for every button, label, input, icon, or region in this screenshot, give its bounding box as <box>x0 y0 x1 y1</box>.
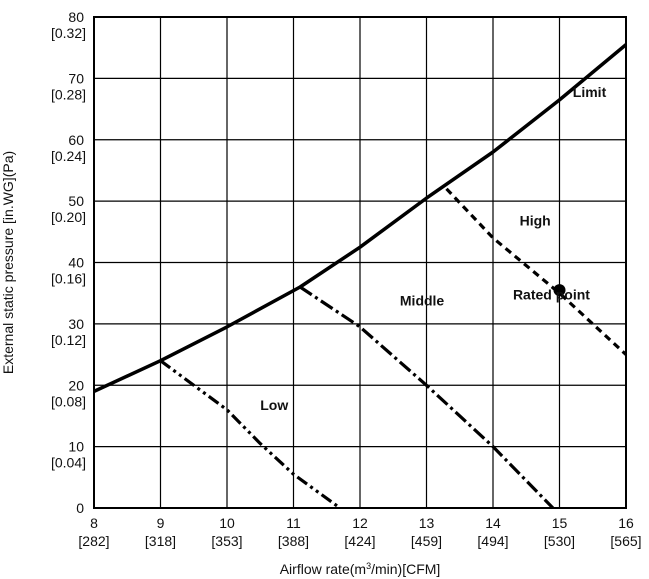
y-tick-labels: 0 10[0.04] 20[0.08] 30[0.12] 40[0.16] 50[0.20… <box>51 9 86 516</box>
x-axis-title-main: Airflow rate(m <box>280 561 366 577</box>
y-tick-sublabel: [0.24] <box>51 148 86 164</box>
label-low: Low <box>260 397 288 413</box>
y-tick-label: 60 <box>68 132 84 148</box>
x-tick-label: 13 <box>419 515 435 531</box>
y-tick-label: 70 <box>68 70 84 86</box>
y-tick-sublabel: [0.12] <box>51 332 86 348</box>
label-high: High <box>520 213 551 229</box>
annotations: Limit High Rated point Middle Low <box>260 84 606 413</box>
grid <box>93 16 627 509</box>
x-tick-label: 12 <box>352 515 368 531</box>
y-tick-label: 40 <box>68 255 84 271</box>
x-tick-sublabel: [494] <box>477 533 508 549</box>
series-high-line <box>445 187 628 356</box>
x-axis-title: Airflow rate(m3/min)[CFM] <box>280 561 441 577</box>
x-tick-label: 14 <box>485 515 501 531</box>
label-limit: Limit <box>573 84 607 100</box>
label-rated-point: Rated point <box>513 286 590 302</box>
label-middle: Middle <box>400 292 445 308</box>
x-tick-sublabel: [424] <box>344 533 375 549</box>
rated-point-marker <box>553 284 566 297</box>
y-tick-label: 10 <box>68 439 84 455</box>
y-tick-sublabel: [0.08] <box>51 393 86 409</box>
series-middle-line <box>299 285 555 510</box>
x-tick-label: 10 <box>219 515 235 531</box>
y-tick-sublabel: [0.20] <box>51 209 86 225</box>
series-layer <box>93 43 628 510</box>
y-tick-label: 20 <box>68 377 84 393</box>
y-tick-label: 50 <box>68 193 84 209</box>
series-low-line <box>159 359 341 510</box>
x-tick-sublabel: [565] <box>610 533 641 549</box>
x-tick-label: 16 <box>618 515 634 531</box>
plot-frame <box>93 16 627 509</box>
x-tick-sublabel: [318] <box>145 533 176 549</box>
y-tick-label: 0 <box>76 500 84 516</box>
x-tick-label: 11 <box>286 515 301 531</box>
y-tick-label: 30 <box>68 316 84 332</box>
x-tick-labels: 8 [282] 9 [318] 10 [353] 11 [388] 12 [424] 13 [459]… <box>78 515 641 549</box>
x-axis-title-tail: /min)[CFM] <box>371 561 440 577</box>
x-tick-label: 9 <box>157 515 165 531</box>
x-tick-sublabel: [282] <box>78 533 109 549</box>
x-tick-label: 8 <box>90 515 98 531</box>
y-axis-title: External static pressure [in.WG](Pa) <box>0 151 16 374</box>
x-tick-sublabel: [530] <box>544 533 575 549</box>
x-axis-title-superscript: 3 <box>366 561 371 571</box>
x-tick-label: 15 <box>552 515 568 531</box>
x-tick-sublabel: [459] <box>411 533 442 549</box>
series-limit-line <box>93 43 628 393</box>
x-tick-sublabel: [353] <box>211 533 242 549</box>
x-tick-sublabel: [388] <box>278 533 309 549</box>
y-tick-sublabel: [0.16] <box>51 271 86 287</box>
y-tick-label: 80 <box>68 9 84 25</box>
y-tick-sublabel: [0.32] <box>51 25 86 41</box>
y-tick-sublabel: [0.28] <box>51 86 86 102</box>
y-tick-sublabel: [0.04] <box>51 455 86 471</box>
